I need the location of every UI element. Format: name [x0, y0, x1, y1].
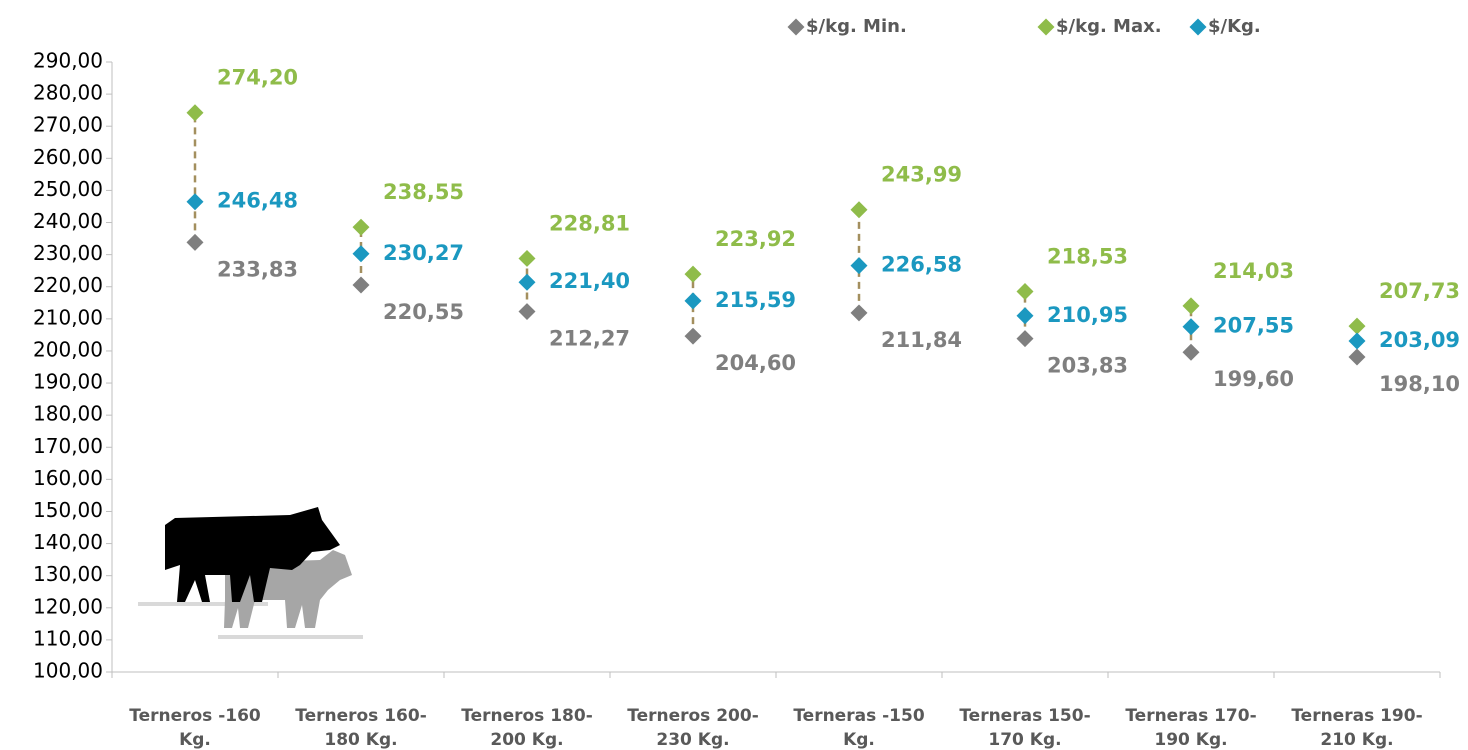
data-label: 246,48: [217, 189, 298, 213]
y-tick-label: 110,00: [33, 626, 103, 650]
point: [684, 265, 702, 283]
point: [684, 292, 702, 310]
legend-label: $/kg. Min.: [806, 16, 907, 37]
x-tick-label: 180 Kg.: [324, 730, 397, 750]
point: [1348, 332, 1366, 350]
data-label: 199,60: [1213, 367, 1294, 391]
point: [1016, 307, 1034, 325]
data-label: 203,09: [1379, 328, 1460, 352]
y-tick-label: 230,00: [33, 241, 103, 265]
point: [1182, 318, 1200, 336]
point: [1348, 317, 1366, 335]
y-tick-label: 220,00: [33, 273, 103, 297]
point: [186, 104, 204, 122]
y-tick-label: 270,00: [33, 113, 103, 137]
y-tick-label: 180,00: [33, 402, 103, 426]
cow-icon: [138, 507, 363, 639]
point: [850, 304, 868, 322]
data-label: 211,84: [881, 328, 962, 352]
x-tick-label: 170 Kg.: [988, 730, 1061, 750]
data-label: 204,60: [715, 351, 796, 375]
point: [352, 276, 370, 294]
y-tick-label: 290,00: [33, 49, 103, 73]
data-label: 207,55: [1213, 314, 1294, 338]
point: [518, 273, 536, 291]
point: [1016, 330, 1034, 348]
x-tick-label: Terneras -150: [793, 706, 924, 726]
x-tick-label: Terneras 170-: [1125, 706, 1256, 726]
legend-label: $/Kg.: [1208, 16, 1261, 37]
data-label: 233,83: [217, 257, 298, 281]
y-tick-label: 130,00: [33, 562, 103, 586]
data-label: 210,95: [1047, 303, 1128, 327]
x-tick-label: Terneros -160: [129, 706, 261, 726]
point: [1182, 297, 1200, 315]
y-tick-label: 150,00: [33, 498, 103, 522]
data-label: 218,53: [1047, 244, 1128, 268]
y-tick-label: 200,00: [33, 337, 103, 361]
y-tick-label: 120,00: [33, 594, 103, 618]
x-tick-label: Kg.: [179, 730, 211, 750]
data-label: 230,27: [383, 241, 464, 265]
point: [352, 218, 370, 236]
data-label: 220,55: [383, 300, 464, 324]
point: [684, 327, 702, 345]
x-tick-label: Terneros 160-: [295, 706, 427, 726]
y-tick-label: 260,00: [33, 145, 103, 169]
data-label: 207,73: [1379, 279, 1460, 303]
y-tick-label: 240,00: [33, 209, 103, 233]
legend-marker: [787, 18, 805, 36]
data-label: 198,10: [1379, 372, 1460, 396]
data-label: 203,83: [1047, 354, 1128, 378]
legend-label: $/kg. Max.: [1056, 16, 1162, 37]
x-tick-label: 200 Kg.: [490, 730, 563, 750]
y-tick-label: 100,00: [33, 659, 103, 683]
y-tick-label: 190,00: [33, 370, 103, 394]
y-tick-label: 160,00: [33, 466, 103, 490]
data-label: 223,92: [715, 227, 796, 251]
y-tick-label: 210,00: [33, 305, 103, 329]
point: [352, 245, 370, 263]
y-tick-label: 170,00: [33, 434, 103, 458]
point: [1182, 343, 1200, 361]
x-tick-label: 210 Kg.: [1320, 730, 1393, 750]
data-label: 212,27: [549, 327, 630, 351]
point: [1348, 348, 1366, 366]
data-label: 214,03: [1213, 259, 1294, 283]
data-label: 238,55: [383, 180, 464, 204]
data-label: 221,40: [549, 269, 630, 293]
x-tick-label: Kg.: [843, 730, 875, 750]
x-tick-label: 190 Kg.: [1154, 730, 1227, 750]
y-tick-label: 250,00: [33, 177, 103, 201]
y-tick-label: 140,00: [33, 530, 103, 554]
legend-marker: [1037, 18, 1055, 36]
point: [186, 233, 204, 251]
x-tick-label: 230 Kg.: [656, 730, 729, 750]
data-label: 215,59: [715, 288, 796, 312]
data-label: 243,99: [881, 163, 962, 187]
legend-marker: [1189, 18, 1207, 36]
point: [518, 303, 536, 321]
point: [186, 193, 204, 211]
point: [850, 257, 868, 275]
x-tick-label: Terneros 200-: [627, 706, 759, 726]
x-tick-label: Terneras 150-: [959, 706, 1090, 726]
data-label: 274,20: [217, 66, 298, 90]
x-tick-label: Terneros 180-: [461, 706, 593, 726]
point: [518, 249, 536, 267]
data-label: 228,81: [549, 211, 630, 235]
point: [1016, 282, 1034, 300]
x-tick-label: Terneras 190-: [1291, 706, 1422, 726]
y-tick-label: 280,00: [33, 81, 103, 105]
data-label: 226,58: [881, 253, 962, 277]
point: [850, 201, 868, 219]
